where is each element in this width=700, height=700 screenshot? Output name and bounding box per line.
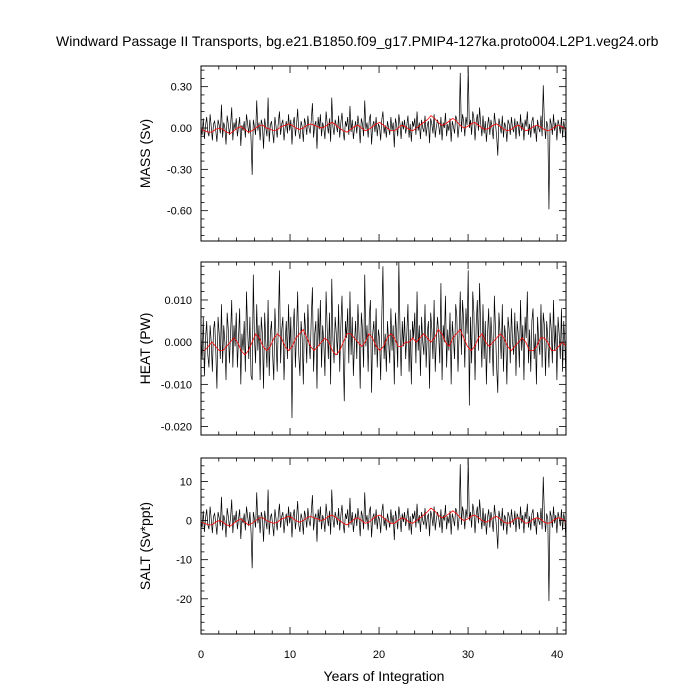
series-smooth-line [201,507,566,527]
x-tick-label: 20 [373,649,385,661]
series-smooth-line [201,115,566,134]
y-tick-label: -0.020 [161,422,192,434]
x-tick-label: 40 [551,649,563,661]
panel-2: 0.010 0.000 -0.010 -0.020 HEAT (PW) [137,261,567,436]
panel-3: 10 0 -10 -20 SALT (Sv*ppt) [137,457,567,635]
y-tick-label: -10 [176,555,192,567]
x-axis-label: Years of Integration [324,668,445,684]
series-raw-line [201,458,566,602]
y-axis-label: MASS (Sv) [137,119,153,188]
y-tick-label: -0.010 [161,379,192,391]
y-tick-label: 10 [180,476,192,488]
y-tick-label: 0.010 [164,295,192,307]
chart-title: Windward Passage II Transports, bg.e21.B… [56,33,659,49]
plot-frame [200,457,567,635]
y-tick-label: -20 [176,594,192,606]
y-axis-label: HEAT (PW) [137,313,153,385]
series-smooth-line [201,328,566,356]
chart-panels: 0.30 0.00 -0.30 -0.60 MASS (Sv) 0.010 0.000 -0.… [137,65,567,661]
y-tick-label: 0.000 [164,337,192,349]
x-tick-labels: 0 10 20 30 40 [198,649,563,661]
y-axis-label: SALT (Sv*ppt) [137,502,153,590]
plot-frame [200,261,567,436]
series-raw-line [201,262,566,419]
y-tick-label: 0.00 [171,123,192,135]
plot-frame [200,65,567,242]
x-tick-label: 30 [462,649,474,661]
y-tick-label: -0.30 [167,164,192,176]
x-tick-label: 10 [284,649,296,661]
series-raw-line [201,67,566,210]
y-tick-label: 0 [186,516,192,528]
y-tick-label: 0.30 [171,82,192,94]
y-tick-label: -0.60 [167,206,192,218]
x-tick-label: 0 [198,649,204,661]
panel-1: 0.30 0.00 -0.30 -0.60 MASS (Sv) [137,65,567,242]
